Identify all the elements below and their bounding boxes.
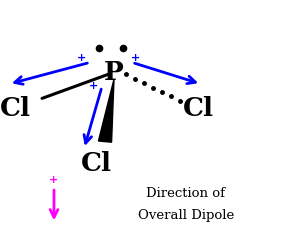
Text: +: + [76,53,85,63]
Text: Cl: Cl [80,151,112,176]
Text: P: P [104,60,124,84]
Text: Cl: Cl [0,96,31,120]
Text: +: + [50,175,58,185]
Text: Cl: Cl [182,96,214,120]
Text: Direction of: Direction of [146,187,226,200]
Text: +: + [88,81,98,91]
Polygon shape [98,79,114,142]
Text: Overall Dipole: Overall Dipole [138,210,234,222]
Text: +: + [130,53,140,63]
